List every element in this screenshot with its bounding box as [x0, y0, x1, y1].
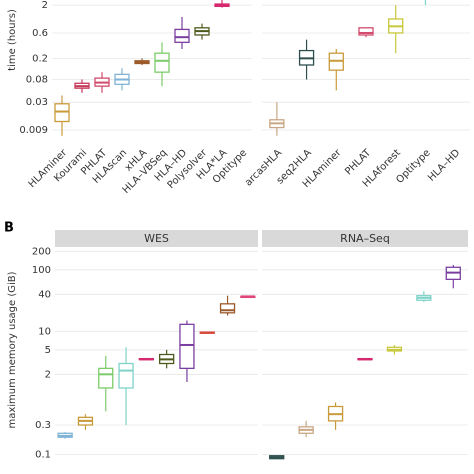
y-tick-label: 0.6 — [32, 28, 48, 39]
y-tick-label: 2 — [45, 369, 51, 380]
x-tick-label: HLA–HD — [426, 147, 463, 184]
y-tick-label: 40 — [38, 289, 51, 300]
y-tick-label: 0.08 — [26, 75, 48, 86]
box — [54, 103, 70, 123]
y-tick-label: 0.009 — [19, 125, 48, 136]
box — [358, 27, 374, 36]
box — [174, 28, 190, 43]
y-axis-label: maximum memory usage (GiB) — [7, 271, 18, 428]
box — [154, 52, 170, 73]
facet-label: RNA–Seq — [340, 232, 390, 245]
y-tick-label: 10 — [38, 326, 51, 337]
y-axis-label: time (hours) — [7, 9, 18, 71]
y-tick-label: 2 — [42, 0, 48, 11]
y-tick-label: 0.03 — [26, 97, 48, 108]
panel-label: B — [4, 221, 14, 236]
facet-strip — [55, 230, 258, 247]
box — [98, 367, 114, 389]
box — [219, 303, 236, 314]
y-tick-label: 5 — [45, 345, 51, 356]
y-tick-label: 0.2 — [32, 53, 48, 64]
y-tick-label: 100 — [32, 265, 51, 276]
facet-label: WES — [144, 232, 169, 245]
box — [179, 323, 195, 370]
y-tick-label: 0.3 — [35, 420, 51, 431]
y-tick-label: 200 — [32, 246, 51, 257]
box — [118, 362, 134, 389]
facet-strip — [262, 230, 468, 247]
y-tick-label: 0.1 — [35, 449, 51, 460]
